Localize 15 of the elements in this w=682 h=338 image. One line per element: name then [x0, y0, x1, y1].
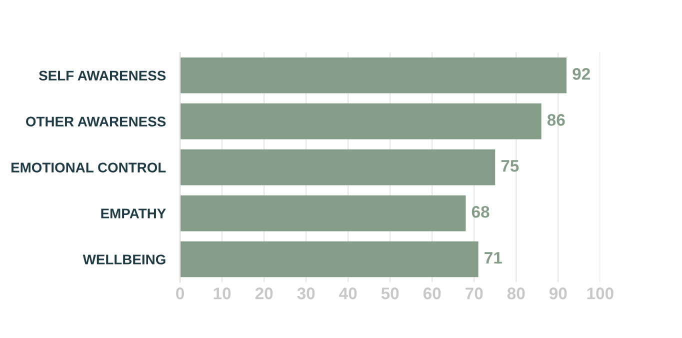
bar	[180, 149, 496, 186]
data-label: 68	[472, 206, 490, 218]
y-tick-label: WELLBEING	[82, 254, 166, 264]
data-label: 86	[547, 114, 565, 126]
bar	[180, 103, 542, 140]
y-tick-label: OTHER AWARENESS	[26, 116, 166, 127]
bar	[180, 57, 567, 94]
bar	[180, 241, 478, 278]
bar	[180, 195, 466, 232]
y-tick-label: EMPATHY	[101, 208, 166, 218]
data-label: 75	[501, 160, 519, 172]
data-label: 71	[484, 252, 502, 264]
y-tick-label: EMOTIONAL CONTROL	[11, 162, 166, 172]
data-label: 92	[572, 68, 590, 80]
y-tick-label: SELF AWARENESS	[38, 70, 166, 81]
